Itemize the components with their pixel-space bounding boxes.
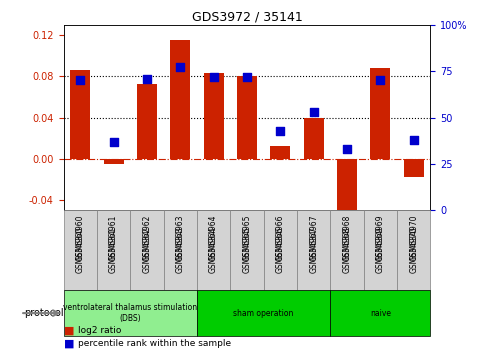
Text: GSM634961: GSM634961 — [109, 214, 118, 261]
Text: GSM634970: GSM634970 — [408, 214, 417, 261]
Text: naive: naive — [369, 309, 390, 318]
Text: GSM634963: GSM634963 — [175, 227, 184, 273]
Point — [142, 76, 150, 81]
Text: GSM634960: GSM634960 — [76, 214, 84, 261]
FancyBboxPatch shape — [263, 210, 296, 290]
Title: GDS3972 / 35141: GDS3972 / 35141 — [191, 11, 302, 24]
Text: GSM634962: GSM634962 — [142, 214, 151, 261]
Bar — [103, 159, 123, 164]
Text: GSM634964: GSM634964 — [209, 214, 218, 261]
FancyBboxPatch shape — [329, 210, 363, 290]
Point — [243, 74, 250, 80]
Bar — [303, 118, 323, 159]
Point — [176, 65, 184, 70]
Text: GSM634962: GSM634962 — [142, 227, 151, 273]
Bar — [203, 73, 223, 159]
Text: ■: ■ — [63, 338, 74, 348]
Bar — [137, 84, 157, 159]
FancyBboxPatch shape — [63, 290, 197, 336]
Text: GSM634965: GSM634965 — [242, 214, 251, 261]
Text: GSM634966: GSM634966 — [275, 227, 284, 273]
FancyBboxPatch shape — [197, 290, 329, 336]
FancyBboxPatch shape — [130, 210, 163, 290]
Bar — [270, 147, 290, 159]
FancyBboxPatch shape — [97, 210, 130, 290]
Bar — [369, 68, 389, 159]
Point — [109, 139, 117, 144]
Bar — [70, 70, 90, 159]
Text: GSM634960: GSM634960 — [76, 227, 84, 273]
Bar — [403, 159, 423, 177]
Text: log2 ratio: log2 ratio — [78, 326, 122, 336]
Bar — [170, 40, 190, 159]
Text: GSM634963: GSM634963 — [175, 214, 184, 261]
FancyBboxPatch shape — [396, 210, 429, 290]
Text: GSM634967: GSM634967 — [308, 214, 318, 261]
Text: GSM634965: GSM634965 — [242, 227, 251, 273]
FancyBboxPatch shape — [163, 210, 197, 290]
Text: ventrolateral thalamus stimulation
(DBS): ventrolateral thalamus stimulation (DBS) — [63, 303, 197, 323]
Point — [276, 128, 284, 133]
Text: GSM634969: GSM634969 — [375, 214, 384, 261]
FancyBboxPatch shape — [197, 210, 230, 290]
Text: sham operation: sham operation — [233, 309, 293, 318]
Point — [343, 146, 350, 152]
Text: GSM634968: GSM634968 — [342, 214, 351, 261]
FancyBboxPatch shape — [230, 210, 263, 290]
Point — [309, 109, 317, 115]
Text: GSM634967: GSM634967 — [308, 227, 318, 273]
Text: GSM634968: GSM634968 — [342, 227, 351, 273]
FancyBboxPatch shape — [63, 210, 97, 290]
Bar — [336, 159, 356, 216]
Point — [376, 78, 384, 83]
Bar — [237, 76, 256, 159]
Text: percentile rank within the sample: percentile rank within the sample — [78, 339, 231, 348]
FancyBboxPatch shape — [329, 290, 429, 336]
Text: GSM634966: GSM634966 — [275, 214, 284, 261]
Text: GSM634964: GSM634964 — [209, 227, 218, 273]
Text: ■: ■ — [63, 326, 74, 336]
Text: protocol: protocol — [24, 308, 63, 318]
Point — [409, 137, 417, 143]
Text: GSM634961: GSM634961 — [109, 227, 118, 273]
Text: GSM634969: GSM634969 — [375, 227, 384, 273]
Point — [76, 78, 84, 83]
Point — [209, 74, 217, 80]
FancyBboxPatch shape — [363, 210, 396, 290]
Text: GSM634970: GSM634970 — [408, 227, 417, 273]
FancyBboxPatch shape — [296, 210, 329, 290]
